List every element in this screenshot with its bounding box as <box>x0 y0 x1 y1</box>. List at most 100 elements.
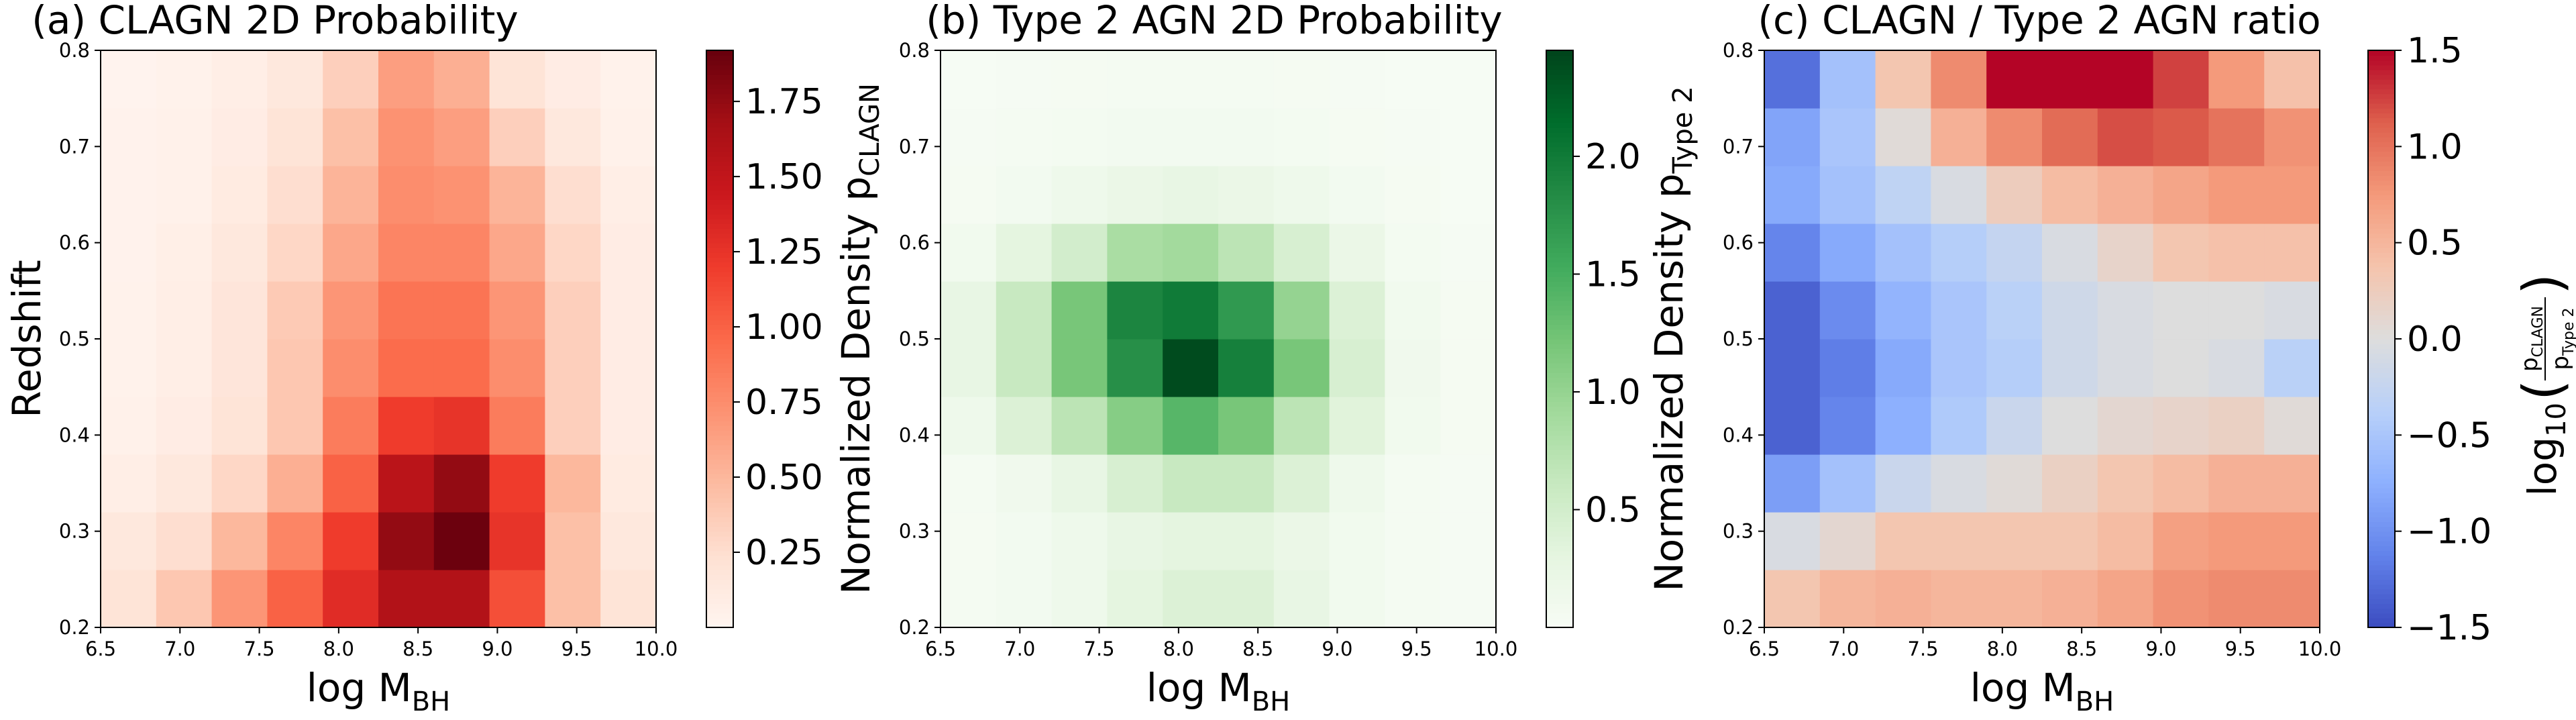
colorbar-step <box>1546 233 1573 239</box>
heatmap-cell <box>1986 223 2043 282</box>
colorbar-step <box>1546 156 1573 162</box>
heatmap-cell <box>101 512 157 570</box>
heatmap-cell <box>1440 50 1497 109</box>
colorbar-step <box>2368 546 2395 552</box>
colorbar-step <box>1546 488 1573 494</box>
colorbar-step <box>1546 507 1573 513</box>
heatmap-cell <box>489 166 545 224</box>
heatmap-cell <box>2264 454 2320 513</box>
y-tick-label: 0.6 <box>59 232 90 254</box>
colorbar-step <box>706 295 733 301</box>
colorbar-step <box>2368 276 2395 282</box>
heatmap-cell <box>2264 570 2320 628</box>
colorbar-step <box>2368 588 2395 595</box>
colorbar-label-c: log10 ( pCLAGN pType 2 ) <box>2512 274 2576 497</box>
colorbar-tick-label: 0.50 <box>745 458 823 498</box>
heatmap-cell <box>1051 339 1108 397</box>
heatmap-cell <box>433 281 490 340</box>
heatmap-cell <box>996 50 1053 109</box>
colorbar-step <box>2368 570 2395 575</box>
heatmap-cell <box>489 281 545 340</box>
heatmap-cell <box>1986 454 2043 513</box>
heatmap-cell <box>600 223 657 282</box>
colorbar-step <box>706 488 733 494</box>
colorbar-step <box>1546 617 1573 623</box>
heatmap-cell <box>323 223 379 282</box>
heatmap-cell <box>1051 512 1108 570</box>
heatmap-cell <box>156 570 213 628</box>
colorbar-step <box>2368 281 2395 287</box>
heatmap-cell <box>211 512 268 570</box>
colorbar-tick-label: −1.0 <box>2407 512 2491 552</box>
heatmap-cell <box>1273 339 1330 397</box>
heatmap-cell <box>2208 512 2265 570</box>
heatmap-cell <box>1875 454 1931 513</box>
colorbar-step <box>2368 160 2395 166</box>
colorbar-step <box>706 60 733 66</box>
colorbar-tick-label: 1.75 <box>745 82 823 122</box>
heatmap-cell <box>545 108 601 166</box>
colorbar-step <box>1546 84 1573 90</box>
colorbar-step <box>2368 397 2395 402</box>
x-axis-label-a: log MBH <box>307 665 450 717</box>
colorbar-step <box>706 329 733 335</box>
colorbar-step <box>1546 50 1573 56</box>
heatmap-cell <box>1051 281 1108 340</box>
colorbar-step <box>706 218 733 224</box>
heatmap-cell <box>2264 108 2320 166</box>
colorbar-step <box>2368 473 2395 479</box>
colorbar-step <box>2368 488 2395 494</box>
colorbar-step <box>706 473 733 479</box>
colorbar-step <box>706 238 733 244</box>
colorbar-step <box>1546 420 1573 426</box>
heatmap-cell <box>267 512 323 570</box>
heatmap-cell <box>1986 512 2043 570</box>
colorbar-step <box>706 497 733 503</box>
heatmap-cell <box>1440 166 1497 224</box>
colorbar-step <box>706 209 733 215</box>
heatmap-cell <box>101 223 157 282</box>
colorbar-step <box>2368 425 2395 431</box>
heatmap-cell <box>1875 339 1931 397</box>
y-tick-label: 0.2 <box>59 616 90 639</box>
heatmap-cell <box>1385 281 1441 340</box>
colorbar-step <box>1546 242 1573 248</box>
colorbar-step <box>706 574 733 580</box>
colorbar-step <box>706 108 733 113</box>
heatmap-cell <box>1163 281 1219 340</box>
colorbar-step <box>706 122 733 128</box>
colorbar-step <box>2368 362 2395 368</box>
colorbar-step <box>2368 69 2395 75</box>
heatmap-cell <box>489 339 545 397</box>
colorbar-tick-label: −1.5 <box>2407 608 2491 648</box>
colorbar-step <box>2368 411 2395 417</box>
heatmap-cell <box>1764 512 1821 570</box>
colorbar-step <box>2368 185 2395 191</box>
colorbar-step <box>1546 103 1573 109</box>
heatmap-cell <box>545 397 601 455</box>
colorbar-step <box>2368 517 2395 523</box>
colorbar-step <box>1546 406 1573 412</box>
heatmap-cell <box>1764 570 1821 628</box>
colorbar-step <box>1546 79 1573 85</box>
colorbar-step <box>1546 300 1573 306</box>
colorbar-a <box>706 50 733 628</box>
colorbar-step <box>1546 353 1573 359</box>
heatmap-cell <box>1218 339 1275 397</box>
colorbar-label-numerator: pCLAGN <box>2516 306 2546 372</box>
heatmap-cell <box>2208 397 2265 455</box>
heatmap-cell <box>1273 50 1330 109</box>
heatmap-cell <box>489 570 545 628</box>
heatmap-cell <box>433 108 490 166</box>
heatmap-cell <box>489 223 545 282</box>
heatmap-cell <box>211 223 268 282</box>
colorbar-step <box>1546 276 1573 282</box>
colorbar-step <box>1546 535 1573 542</box>
heatmap-cell <box>1051 50 1108 109</box>
colorbar-step <box>2368 613 2395 619</box>
heatmap-cell <box>1931 50 1987 109</box>
heatmap-cell <box>211 166 268 224</box>
colorbar-step <box>706 570 733 575</box>
colorbar-step <box>706 195 733 200</box>
heatmap-cell <box>1163 397 1219 455</box>
